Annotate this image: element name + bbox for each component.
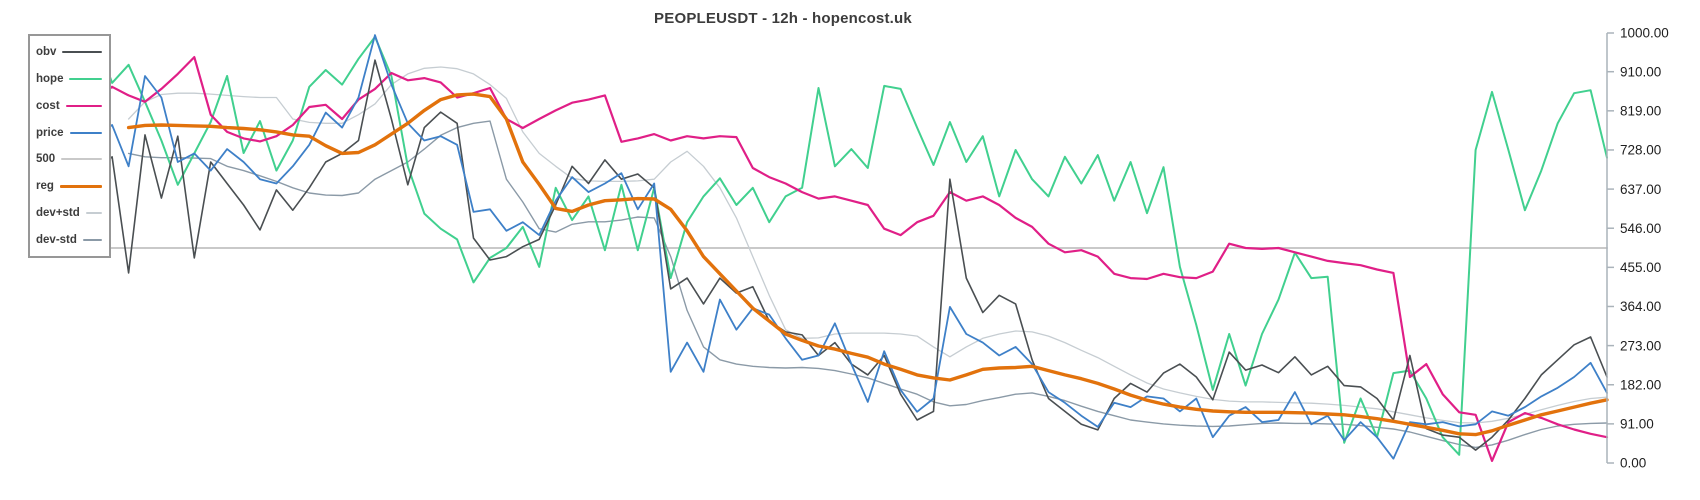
series-line-obv [29, 59, 1608, 451]
legend-item-500[interactable]: 500 [36, 153, 102, 165]
legend-swatch-dev+std [85, 211, 102, 214]
legend-swatch-obv [62, 51, 102, 54]
series-line-hope [29, 35, 1608, 456]
legend-swatch-hope [69, 78, 102, 81]
y-axis-tick-label: 91.00 [1620, 417, 1654, 432]
legend-swatch-dev-std [82, 238, 102, 241]
y-axis-tick-label: 0.00 [1620, 456, 1646, 471]
y-axis-tick-label: 637.00 [1620, 182, 1661, 197]
legend-swatch-500 [61, 158, 102, 161]
legend-swatch-reg [59, 184, 102, 188]
y-axis-tick-label: 819.00 [1620, 104, 1661, 119]
legend-item-price[interactable]: price [36, 127, 102, 139]
series-line-reg [126, 92, 1609, 437]
series-line-dev-std [127, 120, 1608, 449]
y-axis-tick-label: 728.00 [1620, 143, 1661, 158]
legend-item-dev-std[interactable]: dev-std [36, 234, 102, 246]
legend: obv hope cost price 500 reg dev+std dev-std [28, 34, 111, 258]
series-line-dev+std [127, 66, 1608, 424]
legend-label: price [36, 126, 64, 139]
chart-title: PEOPLEUSDT - 12h - hopencost.uk [654, 10, 912, 27]
series-line-cost [28, 56, 1609, 462]
y-axis-tick-label: 455.00 [1620, 260, 1661, 275]
y-axis-tick-label: 546.00 [1620, 221, 1661, 236]
series-line-price [29, 34, 1608, 460]
legend-label: reg [36, 180, 54, 193]
legend-label: dev+std [36, 206, 80, 219]
legend-label: hope [36, 73, 64, 86]
legend-item-cost[interactable]: cost [36, 100, 102, 112]
legend-swatch-price [69, 131, 102, 134]
legend-item-dev+std[interactable]: dev+std [36, 207, 102, 219]
legend-item-obv[interactable]: obv [36, 46, 102, 58]
legend-swatch-cost [65, 104, 102, 107]
y-axis-tick-label: 364.00 [1620, 299, 1661, 314]
legend-label: obv [36, 46, 57, 59]
y-axis-tick-label: 273.00 [1620, 338, 1661, 353]
y-axis-tick-label: 910.00 [1620, 64, 1661, 79]
legend-item-reg[interactable]: reg [36, 180, 102, 192]
legend-item-hope[interactable]: hope [36, 73, 102, 85]
legend-label: dev-std [36, 233, 77, 246]
y-axis-tick-label: 1000.00 [1620, 26, 1669, 41]
legend-label: 500 [36, 153, 56, 166]
legend-label: cost [36, 99, 60, 112]
y-axis-tick-label: 182.00 [1620, 377, 1661, 392]
